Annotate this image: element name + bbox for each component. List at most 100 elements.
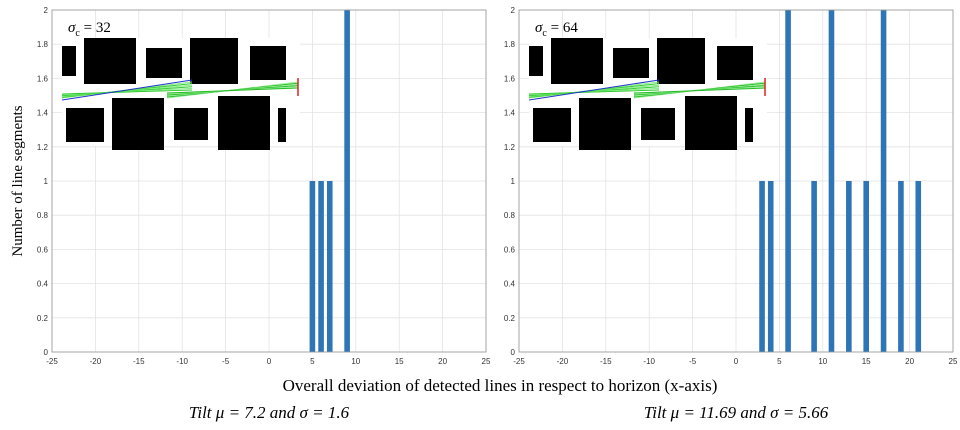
annotation-symbol: σ [68, 20, 76, 36]
inset-block [641, 108, 675, 140]
inset-block [579, 98, 631, 150]
plot-frame [518, 9, 954, 353]
x-tick-label: 0 [734, 357, 739, 366]
inset-line [166, 87, 299, 94]
y-tick-label: 0.8 [37, 211, 49, 220]
y-tick-label: 0.6 [504, 245, 516, 254]
y-tick-label: 1.8 [37, 40, 49, 49]
inset-block [613, 48, 649, 78]
chart-panel: 0 0.2 0.4 0.6 0.8 1 1.2 1.4 1.6 1.8 2 -25 -20 -15 -10 -… [37, 6, 491, 422]
x-tick-label: 25 [949, 357, 958, 366]
inset-block [250, 46, 286, 80]
y-tick-label: 2 [44, 6, 49, 15]
inset-block [190, 38, 238, 84]
annotation-subscript: c [542, 28, 547, 39]
inset-line [633, 87, 766, 94]
inset-block [84, 38, 136, 84]
bar [344, 10, 350, 352]
chart-panel: 0 0.2 0.4 0.6 0.8 1 1.2 1.4 1.6 1.8 2 -25 -20 -15 -10 -… [504, 6, 958, 422]
y-tick-label: 1.8 [504, 40, 516, 49]
x-tick-label: 20 [438, 357, 447, 366]
y-tick-label: 1.4 [504, 109, 516, 118]
inset-block [218, 96, 270, 150]
x-tick-label: 25 [482, 357, 491, 366]
bar [326, 181, 333, 352]
annotation: σc = 32 [68, 20, 111, 39]
x-tick-label: -10 [643, 357, 655, 366]
annotation: σc = 64 [535, 20, 578, 39]
bar [846, 181, 852, 352]
bar [828, 10, 835, 352]
caption: Tilt μ = 11.69 and σ = 5.66 [644, 403, 829, 422]
x-tick-label: -25 [46, 357, 58, 366]
x-tick-label: -15 [600, 357, 612, 366]
x-tick-label: -25 [513, 357, 525, 366]
bar [759, 181, 765, 352]
x-axis-label: Overall deviation of detected lines in r… [283, 376, 718, 395]
inset-block [657, 38, 705, 84]
bar [811, 181, 817, 352]
bar [915, 181, 922, 352]
bar [880, 10, 887, 352]
x-tick-label: 15 [395, 357, 404, 366]
x-tick-label: -5 [222, 357, 230, 366]
x-tick-label: 20 [905, 357, 914, 366]
caption: Tilt μ = 7.2 and σ = 1.6 [189, 403, 350, 422]
y-tick-label: 0.4 [37, 280, 49, 289]
y-tick-label: 1 [44, 177, 49, 186]
inset-block [278, 108, 286, 142]
x-tick-label: -20 [557, 357, 569, 366]
y-tick-label: 1.6 [504, 74, 516, 83]
x-tick-label: 5 [777, 357, 782, 366]
y-tick-label: 0.2 [37, 314, 49, 323]
inset-block [112, 98, 164, 150]
bar [318, 181, 324, 352]
x-tick-label: 10 [351, 357, 360, 366]
y-tick-label: 0.8 [504, 211, 516, 220]
annotation-subscript: c [75, 28, 80, 39]
y-tick-label: 0 [44, 348, 49, 357]
bar [785, 10, 791, 352]
x-tick-label: 10 [818, 357, 827, 366]
y-axis-label: Number of line segments [10, 105, 26, 256]
bar [863, 181, 869, 352]
bar [309, 181, 316, 352]
x-tick-label: -15 [133, 357, 145, 366]
y-tick-label: 1.6 [37, 74, 49, 83]
y-tick-label: 1.2 [37, 143, 49, 152]
annotation-text: = 32 [80, 20, 111, 36]
y-tick-label: 0.6 [37, 245, 49, 254]
y-tick-label: 0.2 [504, 314, 516, 323]
y-tick-label: 1.4 [37, 109, 49, 118]
plot-frame [51, 9, 487, 353]
inset-block [66, 108, 104, 142]
inset-block [174, 108, 208, 140]
inset-block [685, 96, 737, 150]
annotation-symbol: σ [535, 20, 543, 36]
y-tick-label: 1 [511, 177, 516, 186]
inset-block [551, 38, 603, 84]
x-tick-label: 15 [862, 357, 871, 366]
inset-line [528, 79, 660, 101]
x-tick-label: -10 [176, 357, 188, 366]
y-tick-label: 2 [511, 6, 516, 15]
bar [767, 181, 774, 352]
inset-block [533, 108, 571, 142]
inset-block [146, 48, 182, 78]
inset-block [745, 108, 753, 142]
inset-block [529, 46, 543, 76]
inset-block [62, 46, 76, 76]
x-tick-label: 0 [267, 357, 272, 366]
x-tick-label: -20 [90, 357, 102, 366]
inset-line [61, 89, 193, 95]
bar [898, 181, 904, 352]
y-tick-label: 0 [511, 348, 516, 357]
inset-block [717, 46, 753, 80]
annotation-text: = 64 [547, 20, 578, 36]
x-tick-label: -5 [689, 357, 697, 366]
inset-line [528, 89, 660, 95]
y-tick-label: 1.2 [504, 143, 516, 152]
inset-line [61, 79, 193, 101]
y-tick-label: 0.4 [504, 280, 516, 289]
